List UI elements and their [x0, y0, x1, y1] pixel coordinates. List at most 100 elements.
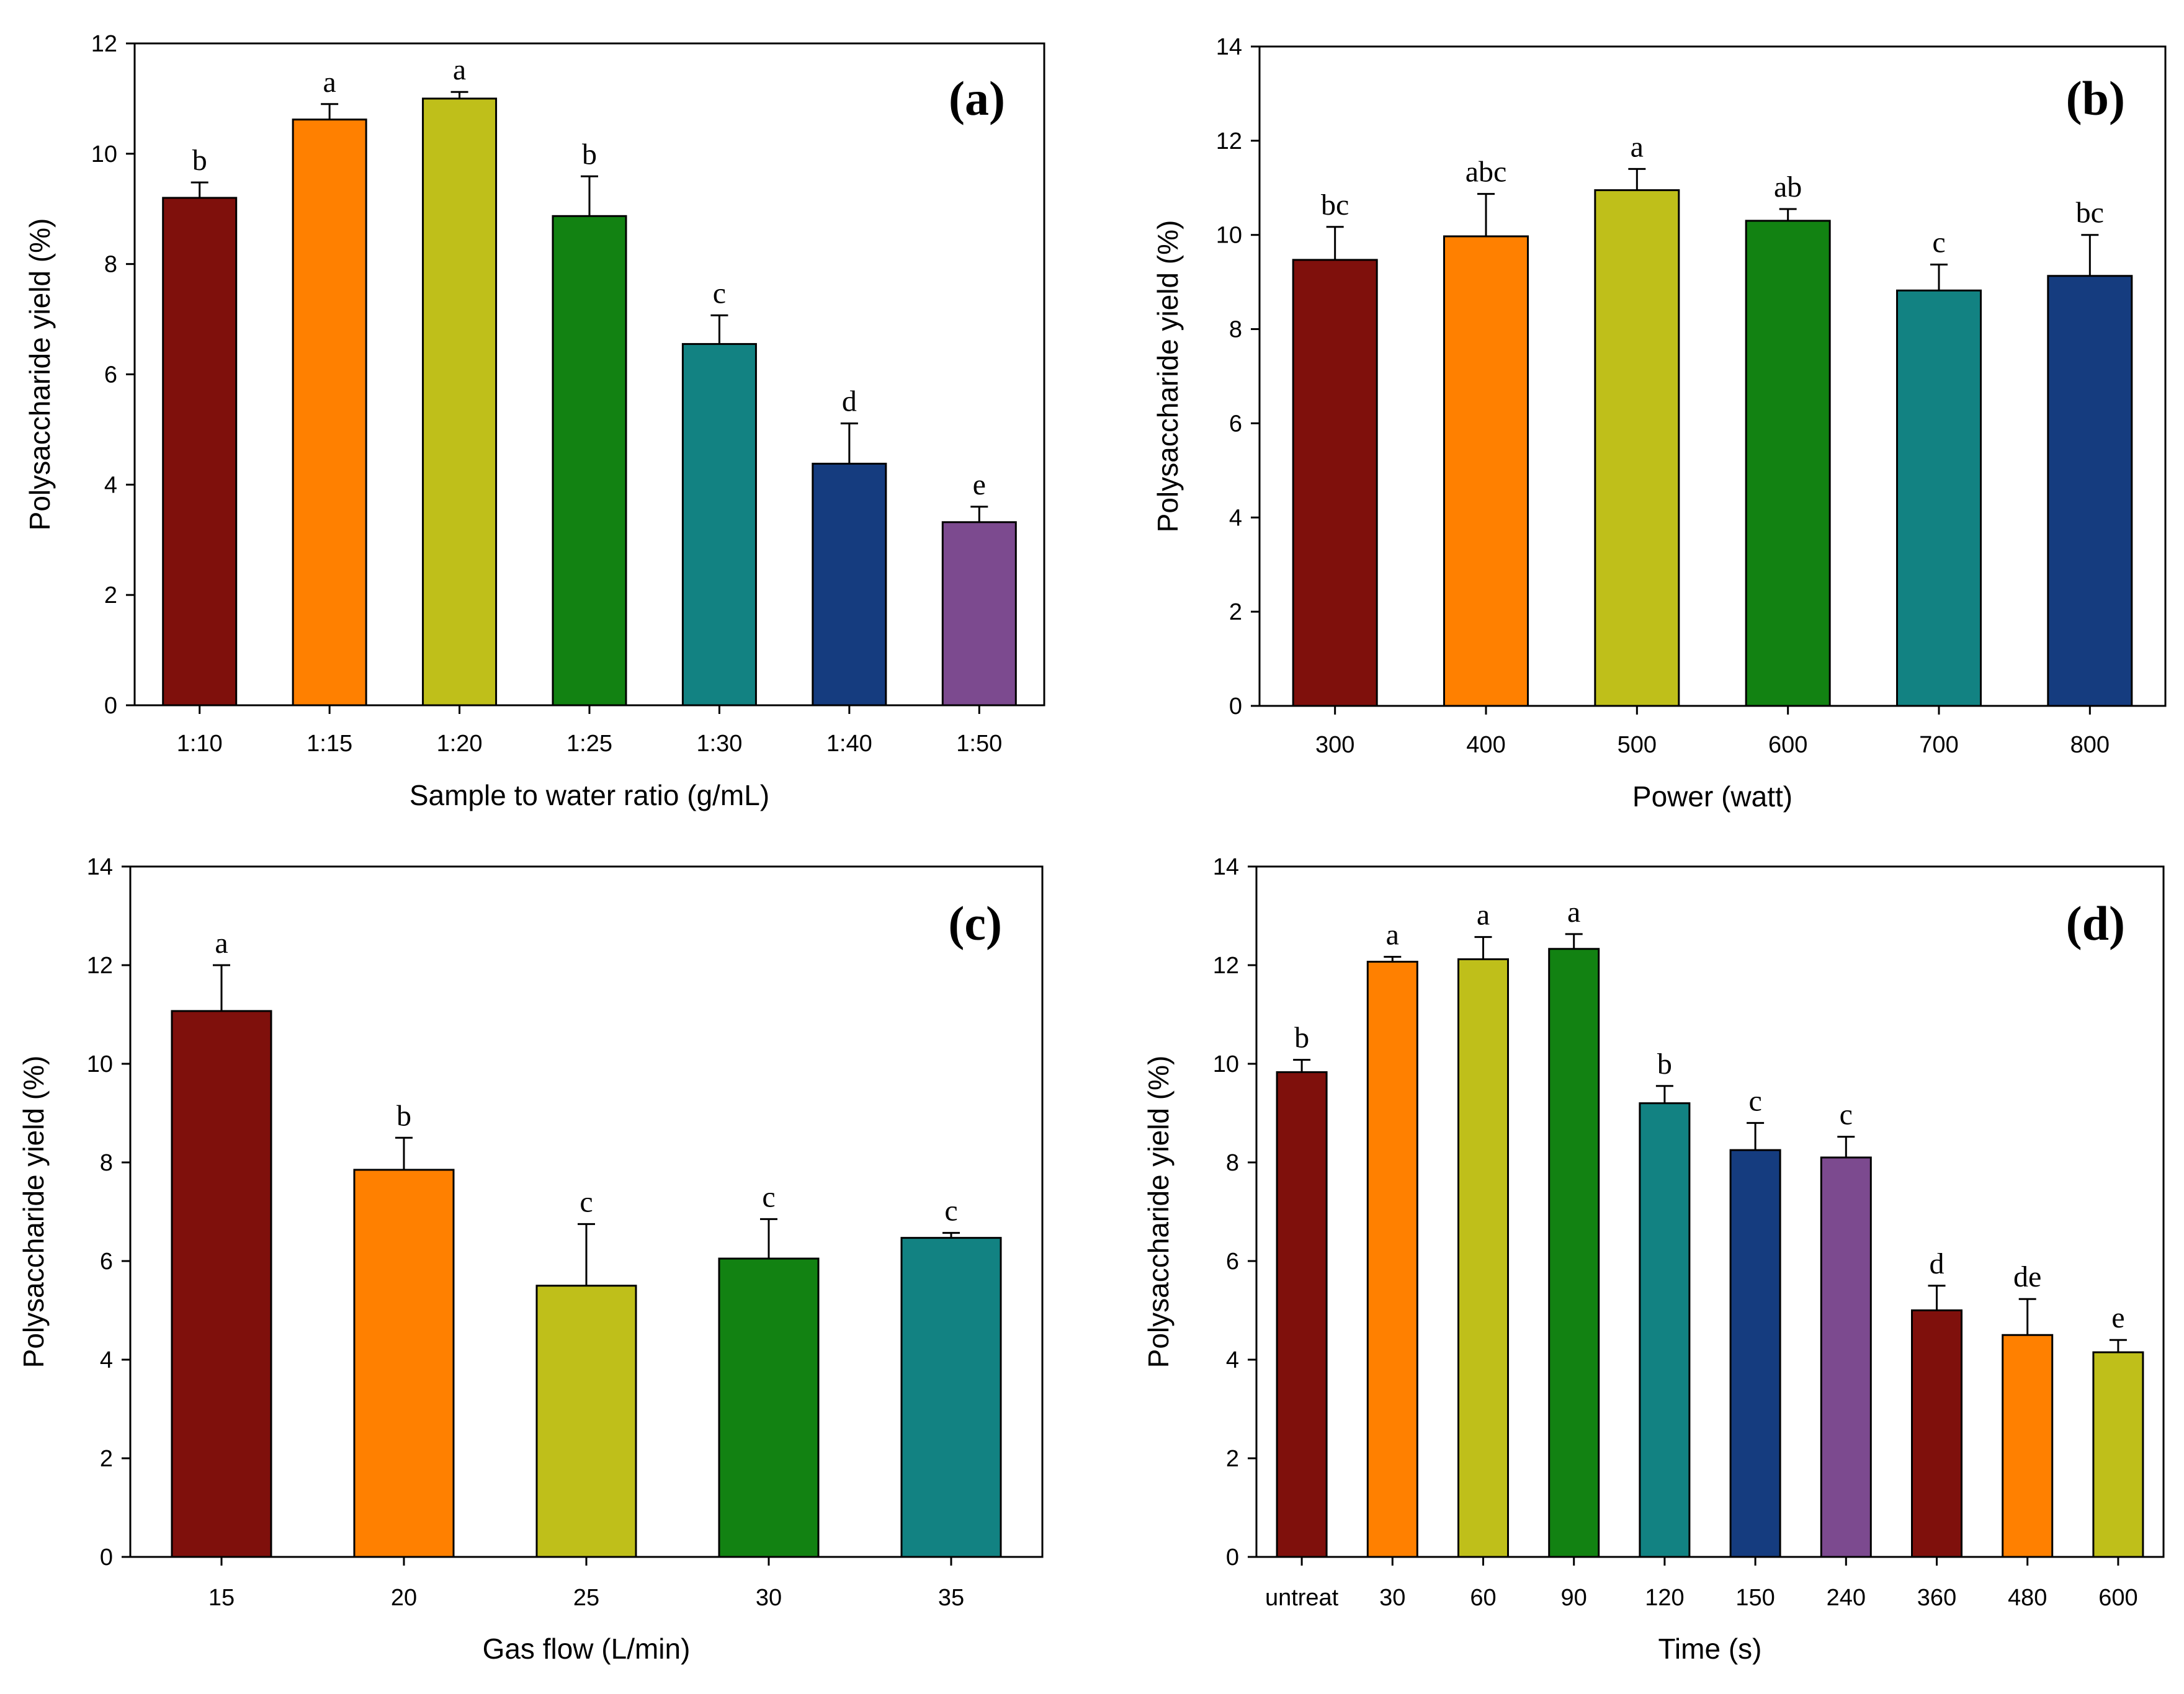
significance-label: c [1748, 1084, 1761, 1117]
y-axis-title: Polysaccharide yield (%) [17, 1056, 50, 1368]
y-tick-label: 12 [1216, 128, 1242, 154]
y-tick-label: 14 [1213, 854, 1239, 880]
bar [1443, 235, 1529, 707]
bar [812, 463, 887, 707]
x-tick-label: 1:25 [566, 731, 612, 757]
y-axis-title: Polysaccharide yield (%) [1142, 1056, 1175, 1368]
x-tick-label: 150 [1735, 1585, 1774, 1611]
y-tick-label: 12 [1213, 953, 1239, 979]
significance-label: abc [1466, 156, 1507, 189]
x-tick-label: 15 [208, 1585, 235, 1611]
plot-frame [1255, 865, 2165, 1558]
y-tick-label: 4 [1226, 1347, 1239, 1373]
significance-label: a [323, 66, 336, 99]
bar [681, 343, 757, 707]
bar [552, 215, 627, 707]
x-tick-label: 60 [1470, 1585, 1496, 1611]
x-tick-label: 300 [1315, 732, 1354, 758]
significance-label: e [973, 468, 986, 501]
y-tick-label: 4 [100, 1347, 113, 1373]
bar [292, 118, 367, 707]
significance-label: d [842, 385, 857, 418]
x-axis-title: Gas flow (L/min) [483, 1633, 691, 1665]
bar [1276, 1071, 1328, 1558]
bar [1594, 189, 1680, 707]
bar [1896, 289, 1982, 707]
y-axis-title: Polysaccharide yield (%) [24, 218, 56, 531]
y-tick-label: 8 [104, 252, 117, 278]
bar [1292, 259, 1378, 707]
panel-label: (d) [2066, 896, 2125, 950]
bar [1639, 1102, 1691, 1558]
y-tick-label: 10 [87, 1051, 113, 1077]
bar [718, 1257, 820, 1558]
chart-panel-1: 0 2 4 6 8 10 12 14 bc 300 abc 400 a 500 ab 600 c 700 bc 800… [1152, 34, 2167, 813]
x-tick-label: 400 [1466, 732, 1505, 758]
significance-label: c [762, 1180, 775, 1213]
significance-label: ab [1774, 171, 1802, 203]
y-tick-label: 8 [1229, 317, 1242, 343]
bar [900, 1237, 1002, 1558]
y-tick-label: 8 [100, 1150, 113, 1176]
x-tick-label: 600 [2098, 1585, 2137, 1611]
significance-label: c [944, 1195, 957, 1228]
x-tick-label: 1:10 [177, 731, 223, 757]
y-tick-label: 12 [87, 953, 113, 979]
y-tick-label: 2 [1229, 599, 1242, 625]
significance-label: b [192, 144, 207, 177]
x-tick-label: 1:40 [826, 731, 872, 757]
bar [171, 1010, 272, 1558]
y-tick-label: 4 [1229, 505, 1242, 531]
y-tick-label: 6 [1226, 1249, 1239, 1275]
bar [1548, 948, 1600, 1558]
significance-label: c [1932, 226, 1945, 259]
bar [1457, 958, 1509, 1558]
panel-label: (b) [2066, 71, 2125, 125]
x-axis-title: Sample to water ratio (g/mL) [410, 779, 769, 811]
y-tick-label: 0 [104, 693, 117, 719]
bar [941, 521, 1017, 707]
x-tick-label: 90 [1561, 1585, 1587, 1611]
y-tick-label: 4 [104, 472, 117, 498]
significance-label: c [580, 1185, 593, 1218]
significance-label: de [2013, 1260, 2041, 1293]
y-tick-label: 2 [104, 582, 117, 609]
y-tick-label: 8 [1226, 1150, 1239, 1176]
bar [162, 197, 238, 707]
significance-label: a [215, 927, 228, 960]
significance-label: d [1930, 1247, 1945, 1280]
y-tick-label: 10 [1216, 223, 1242, 249]
bar [1820, 1156, 1872, 1558]
significance-label: a [1631, 130, 1644, 163]
x-tick-label: 1:50 [956, 731, 1002, 757]
x-tick-label: 1:20 [437, 731, 483, 757]
y-tick-label: 10 [1213, 1051, 1239, 1077]
bar [2002, 1334, 2054, 1558]
x-tick-label: 360 [1917, 1585, 1956, 1611]
x-tick-label: 120 [1645, 1585, 1684, 1611]
significance-label: bc [2076, 197, 2104, 230]
y-tick-label: 10 [91, 141, 117, 167]
x-tick-label: untreat [1265, 1585, 1339, 1611]
x-tick-label: 700 [1919, 732, 1958, 758]
chart-panel-3: 0 2 4 6 8 10 12 14 b untreat a 30 a 60 a 90 b 120 c 150 c 240… [1142, 854, 2165, 1665]
x-tick-label: 500 [1618, 732, 1657, 758]
significance-label: b [1294, 1022, 1309, 1054]
bar [2047, 275, 2133, 707]
chart-panel-0: 0 2 4 6 8 10 12 b 1:10 a 1:15 a 1:20 b 1:25 c 1:30 d 1:40 e… [24, 31, 1045, 811]
significance-label: b [396, 1099, 411, 1132]
bar [1745, 220, 1831, 707]
bar [422, 97, 498, 707]
x-tick-label: 30 [756, 1585, 782, 1611]
x-tick-label: 800 [2070, 732, 2110, 758]
bar [535, 1285, 637, 1558]
plot-frame [1258, 45, 2167, 707]
x-tick-label: 600 [1768, 732, 1807, 758]
x-tick-label: 1:30 [696, 731, 742, 757]
y-tick-label: 2 [1226, 1446, 1239, 1472]
significance-label: a [1386, 918, 1399, 951]
y-tick-label: 6 [104, 362, 117, 388]
x-axis-title: Power (watt) [1632, 780, 1792, 813]
y-tick-label: 14 [87, 854, 113, 880]
significance-label: a [1567, 896, 1580, 929]
